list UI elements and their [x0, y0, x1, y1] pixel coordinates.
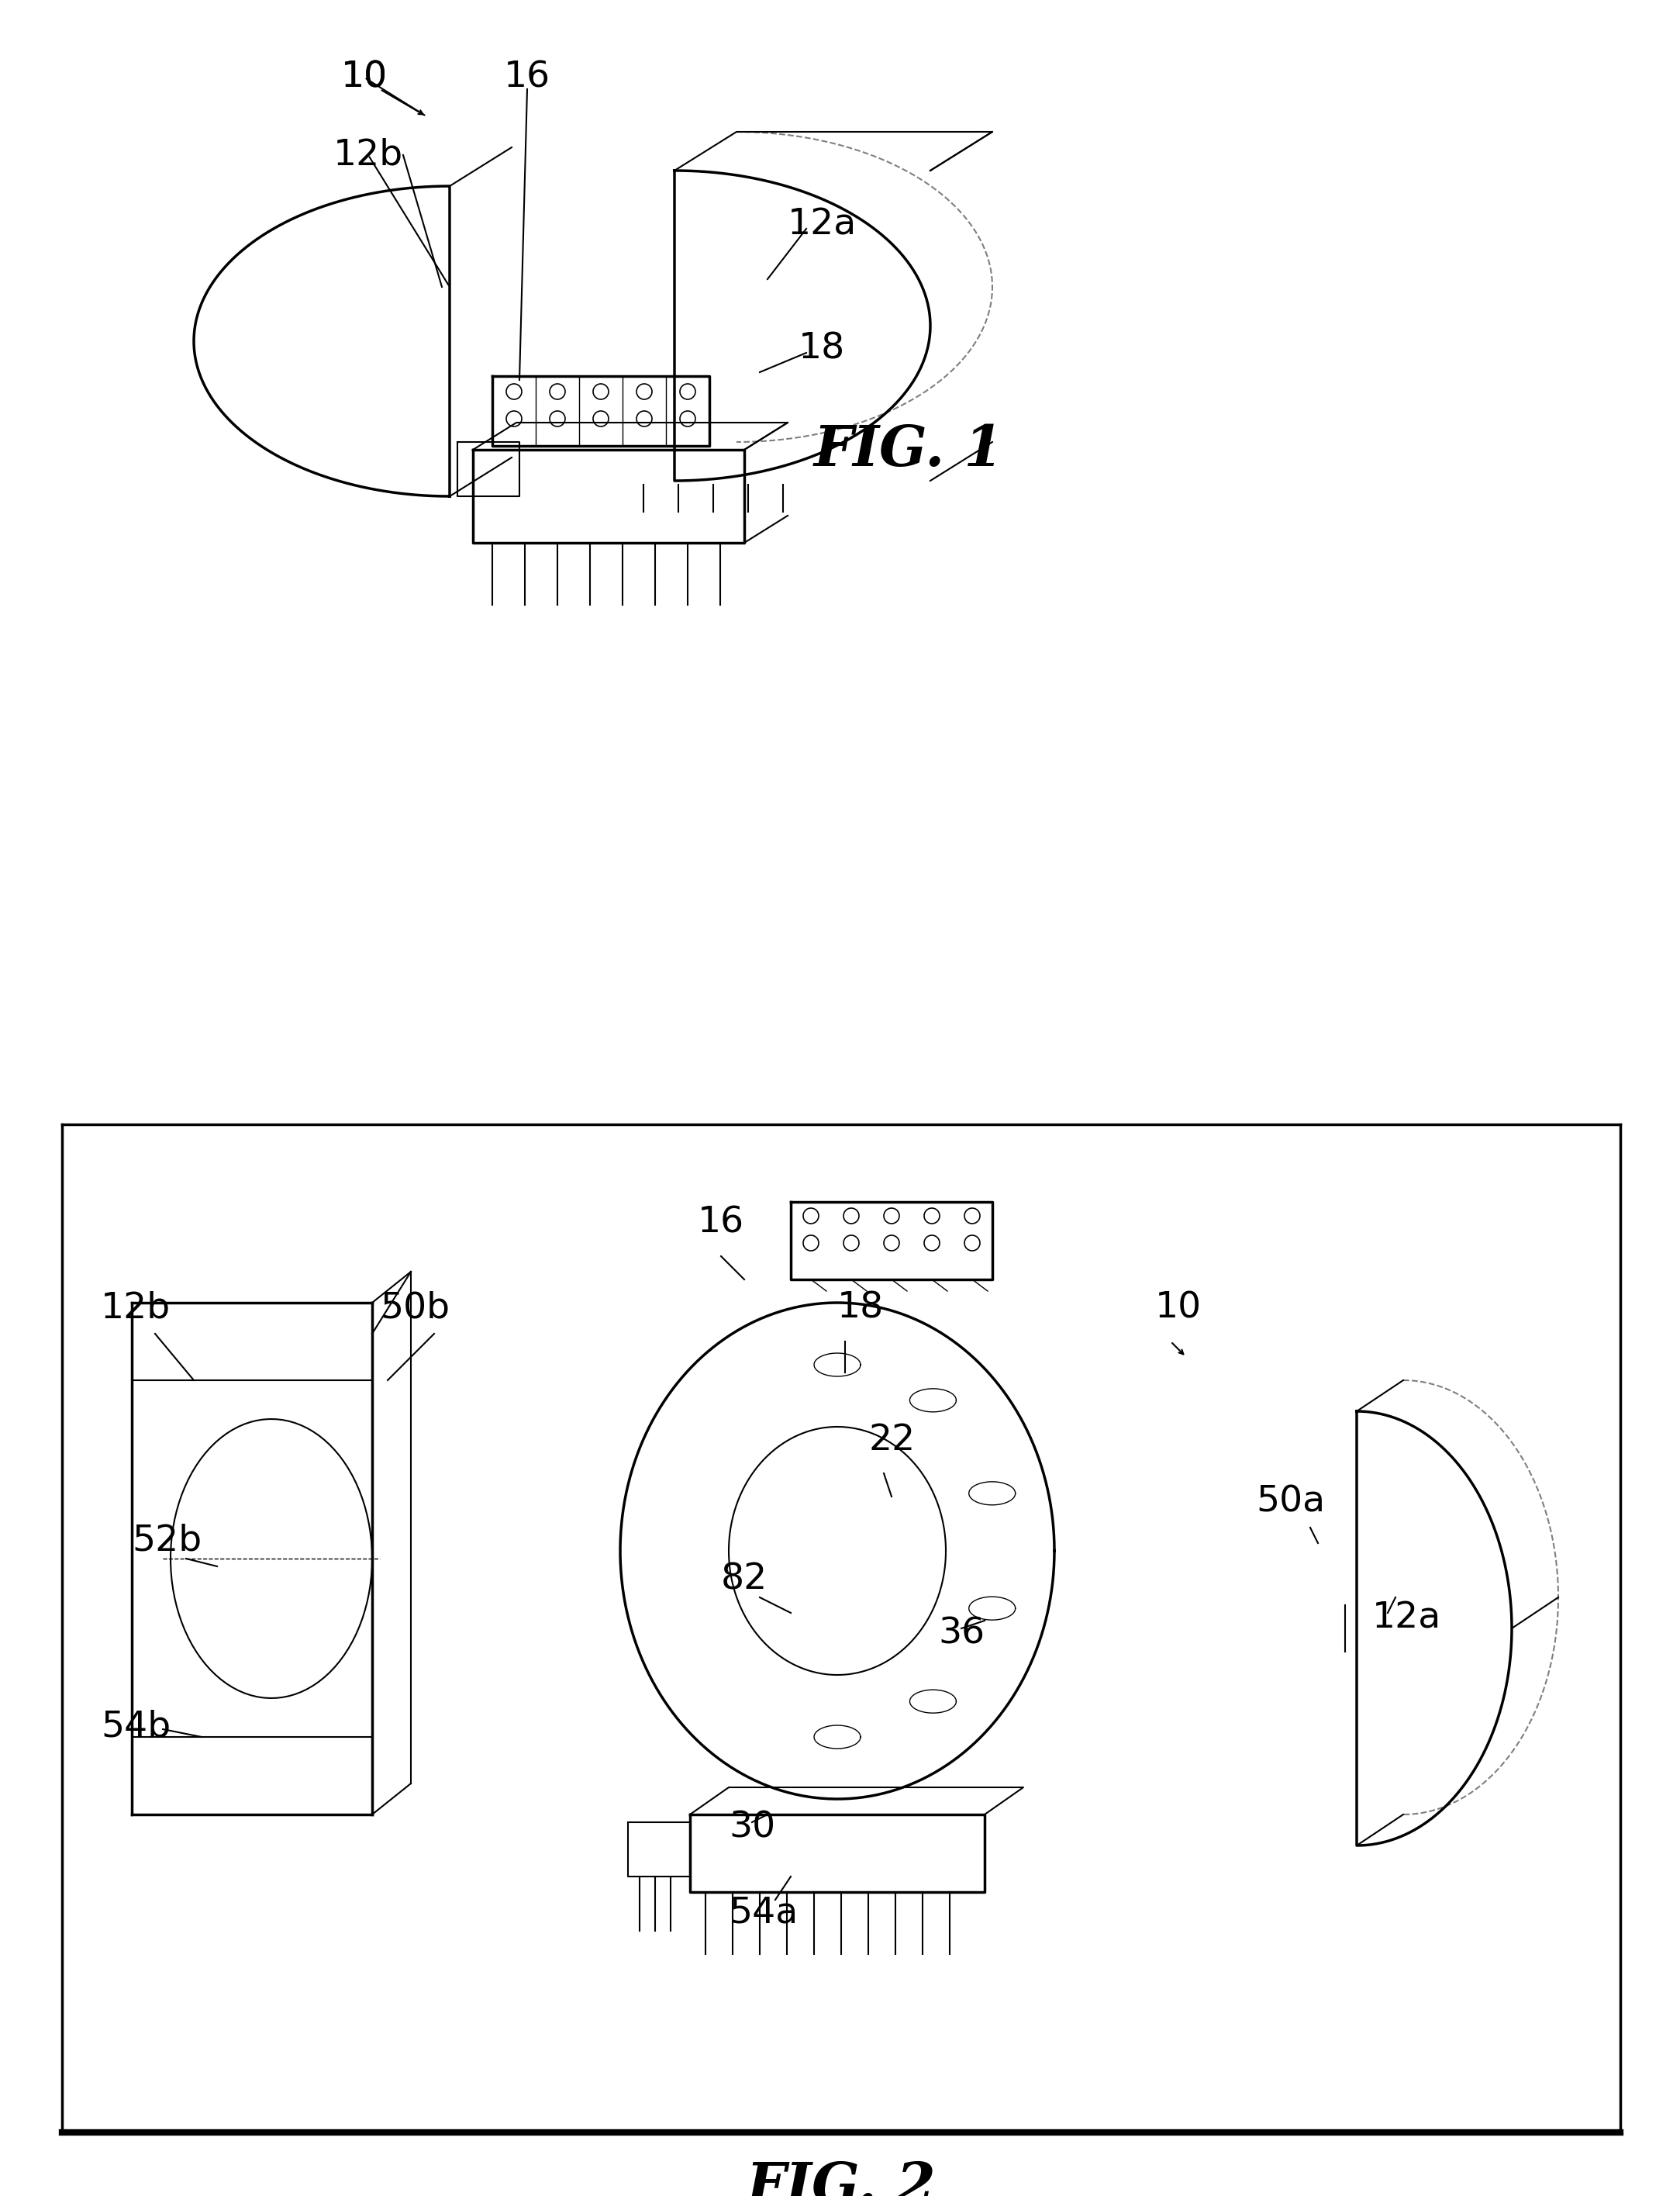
Text: 18: 18 [798, 332, 845, 367]
Text: 10: 10 [341, 59, 388, 94]
Text: 18: 18 [837, 1291, 884, 1326]
Text: 16: 16 [697, 1206, 744, 1241]
Text: 30: 30 [729, 1812, 776, 1845]
Text: 54a: 54a [729, 1895, 798, 1930]
Text: 10: 10 [1156, 1291, 1201, 1326]
Text: 54b: 54b [101, 1711, 171, 1744]
Text: 16: 16 [504, 59, 551, 94]
Text: 22: 22 [869, 1423, 916, 1458]
Text: 50b: 50b [380, 1291, 450, 1326]
Text: 52b: 52b [131, 1524, 202, 1559]
Text: 82: 82 [721, 1564, 768, 1596]
Text: 50a: 50a [1257, 1484, 1326, 1520]
Text: 12b: 12b [101, 1291, 171, 1326]
Text: 12b: 12b [333, 138, 403, 173]
Text: FIG. 1: FIG. 1 [815, 422, 1003, 477]
Text: 12a: 12a [788, 206, 857, 242]
Text: 36: 36 [937, 1616, 984, 1651]
Text: 12a: 12a [1373, 1601, 1441, 1636]
Text: 10: 10 [341, 59, 388, 94]
Text: FIG. 2: FIG. 2 [746, 2159, 936, 2196]
